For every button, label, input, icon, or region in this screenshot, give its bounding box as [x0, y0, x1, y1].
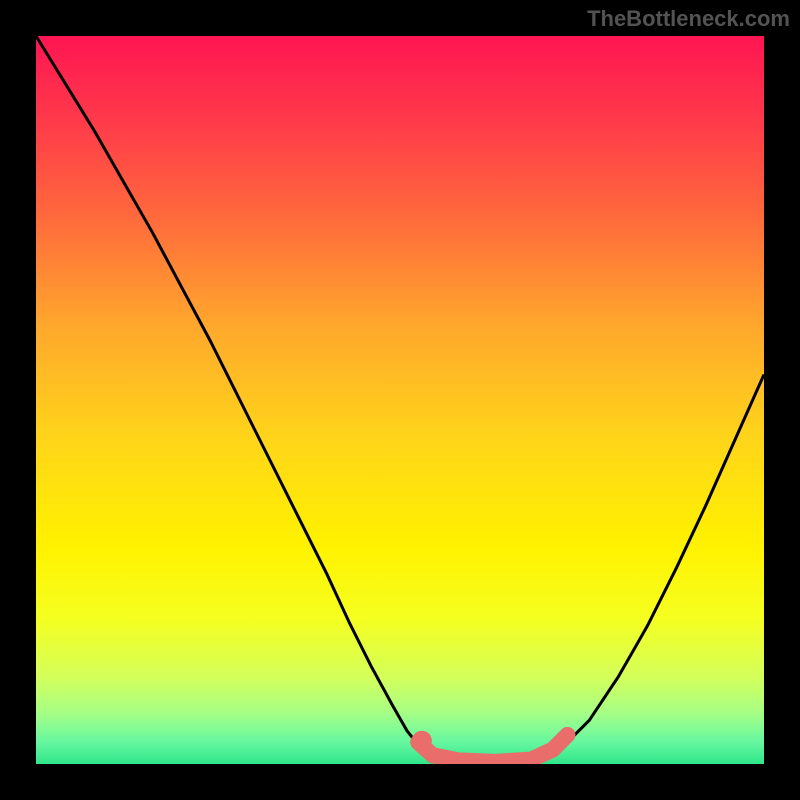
- highlight-dot: [412, 731, 432, 751]
- bottleneck-curve: [36, 36, 764, 762]
- chart-frame: TheBottleneck.com: [0, 0, 800, 800]
- watermark-text: TheBottleneck.com: [587, 6, 790, 32]
- highlight-segment: [418, 735, 567, 762]
- chart-svg: [36, 36, 764, 764]
- chart-plot-area: [36, 36, 764, 764]
